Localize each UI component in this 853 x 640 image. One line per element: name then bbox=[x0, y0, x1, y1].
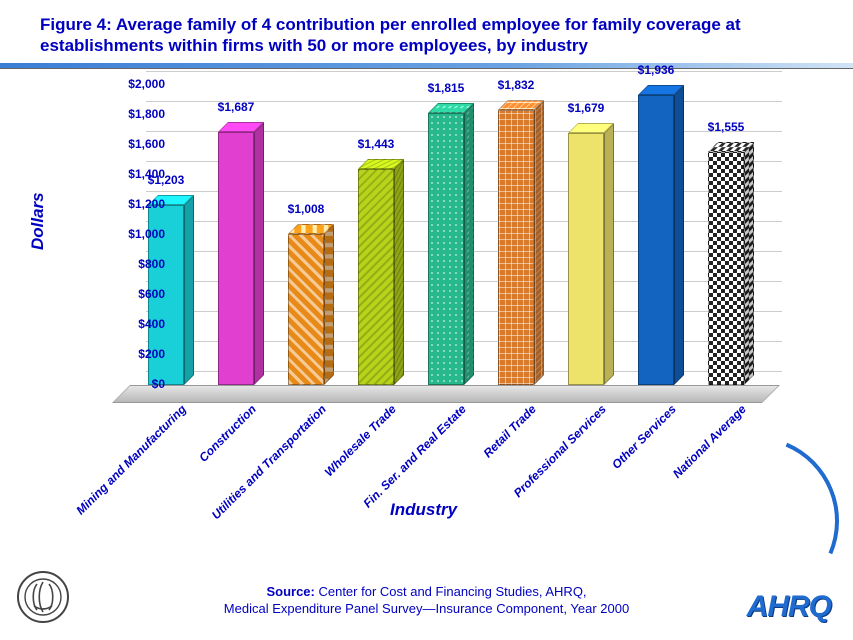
source-line-2: Medical Expenditure Panel Survey—Insuran… bbox=[224, 601, 629, 616]
bar: $1,832 bbox=[498, 110, 534, 385]
x-axis-label: Industry bbox=[390, 500, 457, 520]
bar: $1,008 bbox=[288, 234, 324, 385]
title-underline bbox=[0, 63, 853, 68]
bar: $1,687 bbox=[218, 132, 254, 385]
y-tick: $0 bbox=[85, 377, 165, 391]
y-tick: $1,000 bbox=[85, 227, 165, 241]
y-axis-label: Dollars bbox=[28, 192, 48, 250]
bar-value-label: $1,936 bbox=[638, 63, 675, 77]
bar-value-label: $1,687 bbox=[218, 100, 255, 114]
bar-chart: Dollars Industry $1,203$1,687$1,008$1,44… bbox=[60, 80, 820, 510]
category-label: National Average bbox=[739, 402, 749, 412]
bar-value-label: $1,679 bbox=[568, 101, 605, 115]
bar: $1,555 bbox=[708, 152, 744, 385]
gridline bbox=[146, 71, 782, 72]
y-tick: $800 bbox=[85, 257, 165, 271]
y-tick: $1,800 bbox=[85, 107, 165, 121]
bar-value-label: $1,555 bbox=[708, 120, 745, 134]
bar-value-label: $1,008 bbox=[288, 202, 325, 216]
category-label: Construction bbox=[249, 402, 259, 412]
bar: $1,815 bbox=[428, 113, 464, 385]
bar: $1,679 bbox=[568, 133, 604, 385]
y-tick: $1,400 bbox=[85, 167, 165, 181]
y-tick: $1,600 bbox=[85, 137, 165, 151]
chart-floor bbox=[112, 385, 780, 403]
y-tick: $2,000 bbox=[85, 77, 165, 91]
plot-area: $1,203$1,687$1,008$1,443$1,815$1,832$1,6… bbox=[130, 85, 780, 385]
category-label: Wholesale Trade bbox=[389, 402, 399, 412]
figure-title: Figure 4: Average family of 4 contributi… bbox=[0, 0, 853, 63]
ahrq-logo: AHRQ bbox=[681, 566, 831, 624]
y-tick: $600 bbox=[85, 287, 165, 301]
source-line-1: Center for Cost and Financing Studies, A… bbox=[315, 584, 587, 599]
source-label: Source: bbox=[266, 584, 314, 599]
bar-value-label: $1,815 bbox=[428, 81, 465, 95]
y-tick: $1,200 bbox=[85, 197, 165, 211]
y-tick: $400 bbox=[85, 317, 165, 331]
y-tick: $200 bbox=[85, 347, 165, 361]
category-label: Fin. Ser. and Real Estate bbox=[459, 402, 469, 412]
category-label: Professional Services bbox=[599, 402, 609, 412]
category-label: Utilities and Transportation bbox=[319, 402, 329, 412]
bar: $1,443 bbox=[358, 169, 394, 385]
ahrq-logo-text: AHRQ bbox=[747, 590, 831, 624]
category-label: Other Services bbox=[669, 402, 679, 412]
bar-value-label: $1,832 bbox=[498, 78, 535, 92]
category-label: Mining and Manufacturing bbox=[179, 402, 189, 412]
bar: $1,936 bbox=[638, 95, 674, 385]
category-label: Retail Trade bbox=[529, 402, 539, 412]
hhs-seal-icon bbox=[16, 570, 70, 624]
bar-value-label: $1,443 bbox=[358, 137, 395, 151]
